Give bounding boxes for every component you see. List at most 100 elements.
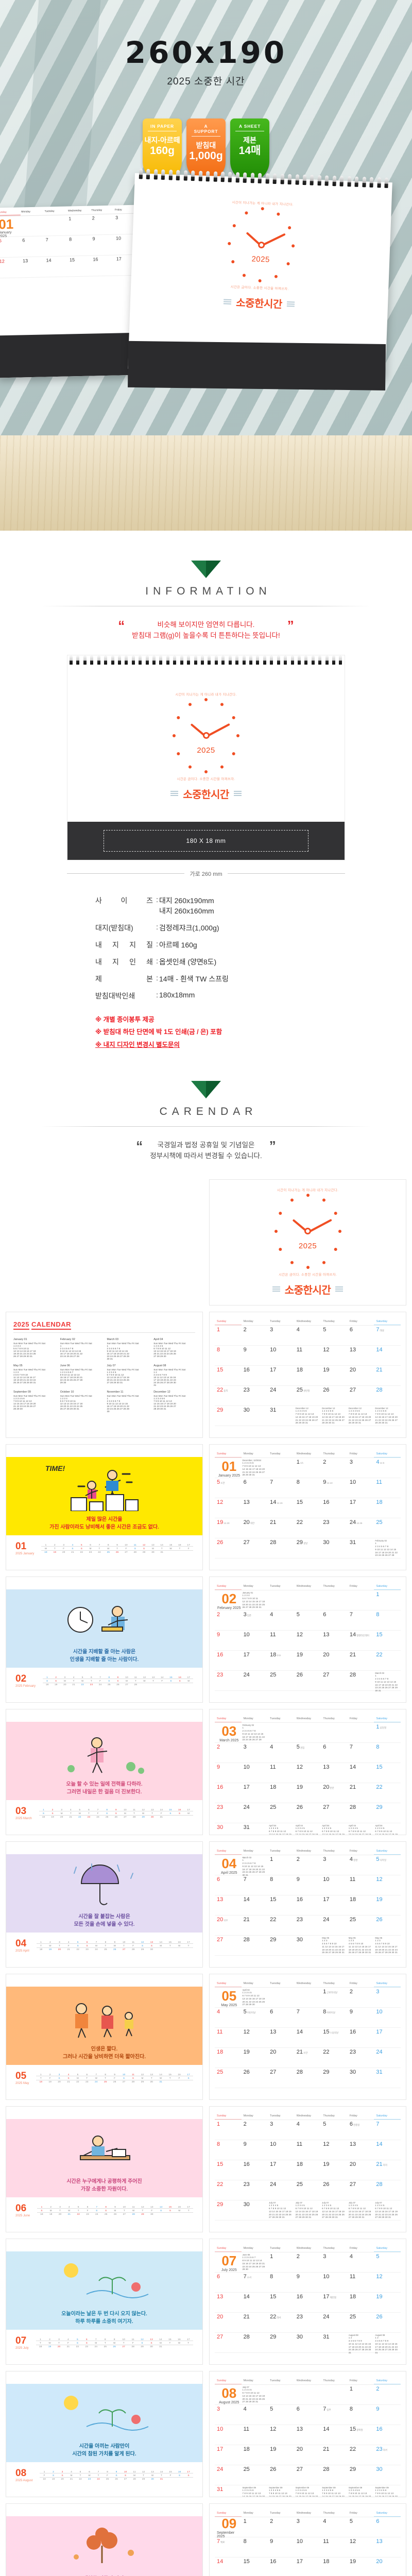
day-cell: 18	[294, 1366, 321, 1386]
day-cell: 10	[268, 1346, 295, 1366]
dow-thursday: Thursday	[323, 1452, 335, 1455]
mini-month-title: July 07	[375, 2201, 382, 2204]
mini-month-row: 14 15 16 17 18 19 20	[348, 1415, 371, 1418]
empty-cell	[294, 1723, 321, 1743]
strip-day-2: 31	[159, 2080, 163, 2083]
day-cell: 13	[347, 1346, 374, 1366]
strip-letter: S	[187, 2076, 190, 2079]
month-number-cell: 03 March 2025	[215, 1723, 242, 1743]
strip-letter: M	[95, 2341, 97, 2344]
strip-day: 6	[86, 2073, 88, 2076]
year-month-row: 29 30	[60, 1381, 66, 1384]
quote-line-2: 정부시책에 따라서 변경될 수 있습니다.	[150, 1151, 262, 1160]
strip-letter: W	[143, 1679, 146, 1682]
strip-letter: M	[160, 1944, 162, 1947]
strip-day-2	[157, 2213, 166, 2215]
calendar-row: 인생은 짧다. 그러나 시간을 낭비하면 더욱 짧아진다. 05 2025 May 1 2…	[3, 1973, 409, 2100]
strip-day-2: 18	[39, 2345, 42, 2348]
quote-line-1: 국경일과 법정 공휴일 및 기념일은	[157, 1141, 255, 1149]
photo-day-cell: 15	[68, 256, 93, 277]
day-cell: 11	[294, 2140, 321, 2160]
spiral-tooth	[173, 655, 177, 665]
strip-day: 13	[151, 1675, 155, 1679]
calendar-cover-page: 시간이 지나가는 게 아니라 내가 지나간다. 2025 시간은 금이다. 소중한 …	[209, 1179, 406, 1306]
clock-dot	[258, 279, 262, 283]
month-name-en: September 2025	[217, 2531, 235, 2539]
dow-sunday: Sunday	[215, 1318, 242, 1325]
section-title: CARENDAR	[159, 1105, 258, 1117]
day-strip: 1 2 3 4 5 6 7 8 9 10 11 12 13 14 15 16 17 S S M T W T F S S M T W T F S…	[39, 1808, 193, 1818]
mini-month-row: 1 2	[375, 2336, 379, 2340]
clock-dot	[177, 752, 180, 755]
day-cell: 12	[321, 2140, 348, 2160]
day-cell: 3	[268, 1326, 295, 1346]
day-cell: 28	[374, 2180, 401, 2200]
day-cell: 15	[374, 1631, 401, 1651]
day-cell: 28	[241, 1936, 268, 1956]
badge-en-label: IN PAPER	[148, 124, 177, 131]
day-cell: 1	[241, 2517, 268, 2537]
strip-day: 4	[70, 1808, 72, 1811]
illustration-panel: 시간은 누구에게나 공평하게 주어진 가장 소중한 자원이다.	[6, 2119, 202, 2197]
spiral-tooth	[242, 655, 246, 665]
mini-month-row: 1	[242, 1859, 244, 1862]
mini-month-row: 25 26 27 28 29 30 31	[375, 1951, 398, 1954]
calendar-row: 내일로 미루지 마라.오늘 할 수 있는 일은 오늘 하라.092025 Sep…	[3, 2503, 409, 2576]
strip-day: 5	[80, 1543, 82, 1546]
calendar-row: 시간이 지나가는 게 아니라 내가 지나간다. 2025 시간은 금이다. 소중한 …	[3, 1179, 409, 1306]
strip-day: 2	[55, 1675, 57, 1679]
strip-day-2	[184, 1948, 193, 1951]
strip-letter: F	[125, 1547, 127, 1550]
mini-month-row: 7 8 9 10 11 12 13	[375, 2492, 394, 2495]
strip-day-2: 19	[55, 1683, 58, 1686]
calendar-month-page: Sunday Monday Tuesday Wednesday Thursday Frid…	[209, 2503, 406, 2576]
strip-day-2	[175, 2080, 184, 2083]
photo-day-cell: 8	[68, 235, 92, 257]
clock-dot	[228, 242, 231, 245]
day-mark: 우수	[277, 1654, 281, 1657]
day-cell: 25	[215, 2068, 242, 2088]
day-cell: 1	[374, 1590, 401, 1611]
dow-monday: Monday	[243, 1981, 253, 1985]
spiral-tooth	[125, 655, 128, 665]
year-month-row: 26 27 28 29 30 31	[13, 1354, 33, 1358]
strip-day-2: 28	[132, 2212, 135, 2215]
day-cell: 26	[321, 1386, 348, 1406]
year-month-row: 14 15 16 17 18 19 20	[13, 1402, 36, 1405]
day-cell: 24	[321, 1916, 348, 1936]
strip-day: 16	[178, 2470, 181, 2473]
illustration-caption: 시간을 아끼는 사람만이 시간의 참된 가치를 알게 된다.	[6, 2443, 202, 2458]
strip-day-2: 28	[132, 1815, 136, 1818]
strip-letter: S	[124, 2473, 127, 2477]
strip-day: 9	[114, 2073, 116, 2076]
strip-letter: F	[169, 2473, 171, 2477]
strip-letter: M	[60, 1811, 63, 1815]
deco-bars-right	[335, 1286, 344, 1292]
year-month-dow: Sun Mon Tue Wed Thu Fri Sat	[107, 1394, 139, 1397]
strip-letter: M	[124, 1811, 126, 1815]
day-cell: 23	[215, 1671, 242, 1691]
year-month-row: 13 14 15 16 17 18 19	[107, 1376, 129, 1379]
calendar-month-page: Sunday Monday Tuesday Wednesday Thursday Frid…	[209, 2370, 406, 2497]
day-cell: 11	[294, 1346, 321, 1366]
strip-day: 7	[97, 1808, 99, 1811]
day-strip-numbers-top: 1 2 3 4 5 6 7 8 9 10 11 12 13 14 15 16 17	[40, 2470, 193, 2473]
mini-month-row: 1 2 3 4 5 6	[269, 2489, 281, 2492]
day-cell: 12	[347, 2537, 374, 2557]
day-cell: 21소만	[294, 2048, 321, 2068]
year-month: November 11 Sun Mon Tue Wed Thu Fri Sat 1 2…	[107, 1391, 149, 1413]
day-cell: 28	[294, 2068, 321, 2088]
day-mark: 대서	[277, 2316, 281, 2319]
strip-day: 4	[73, 1675, 75, 1679]
strip-letter: T	[151, 1811, 153, 1815]
mini-month-row: 7 8 9 10 11 12 13	[295, 2492, 314, 2495]
day-cell: 30	[374, 2465, 401, 2485]
mini-month-title: August 08	[375, 2333, 385, 2336]
spec-value-line: 대지 260x190mm	[159, 896, 214, 905]
strip-letter: W	[44, 1547, 47, 1550]
strip-day: 8	[107, 1543, 109, 1546]
